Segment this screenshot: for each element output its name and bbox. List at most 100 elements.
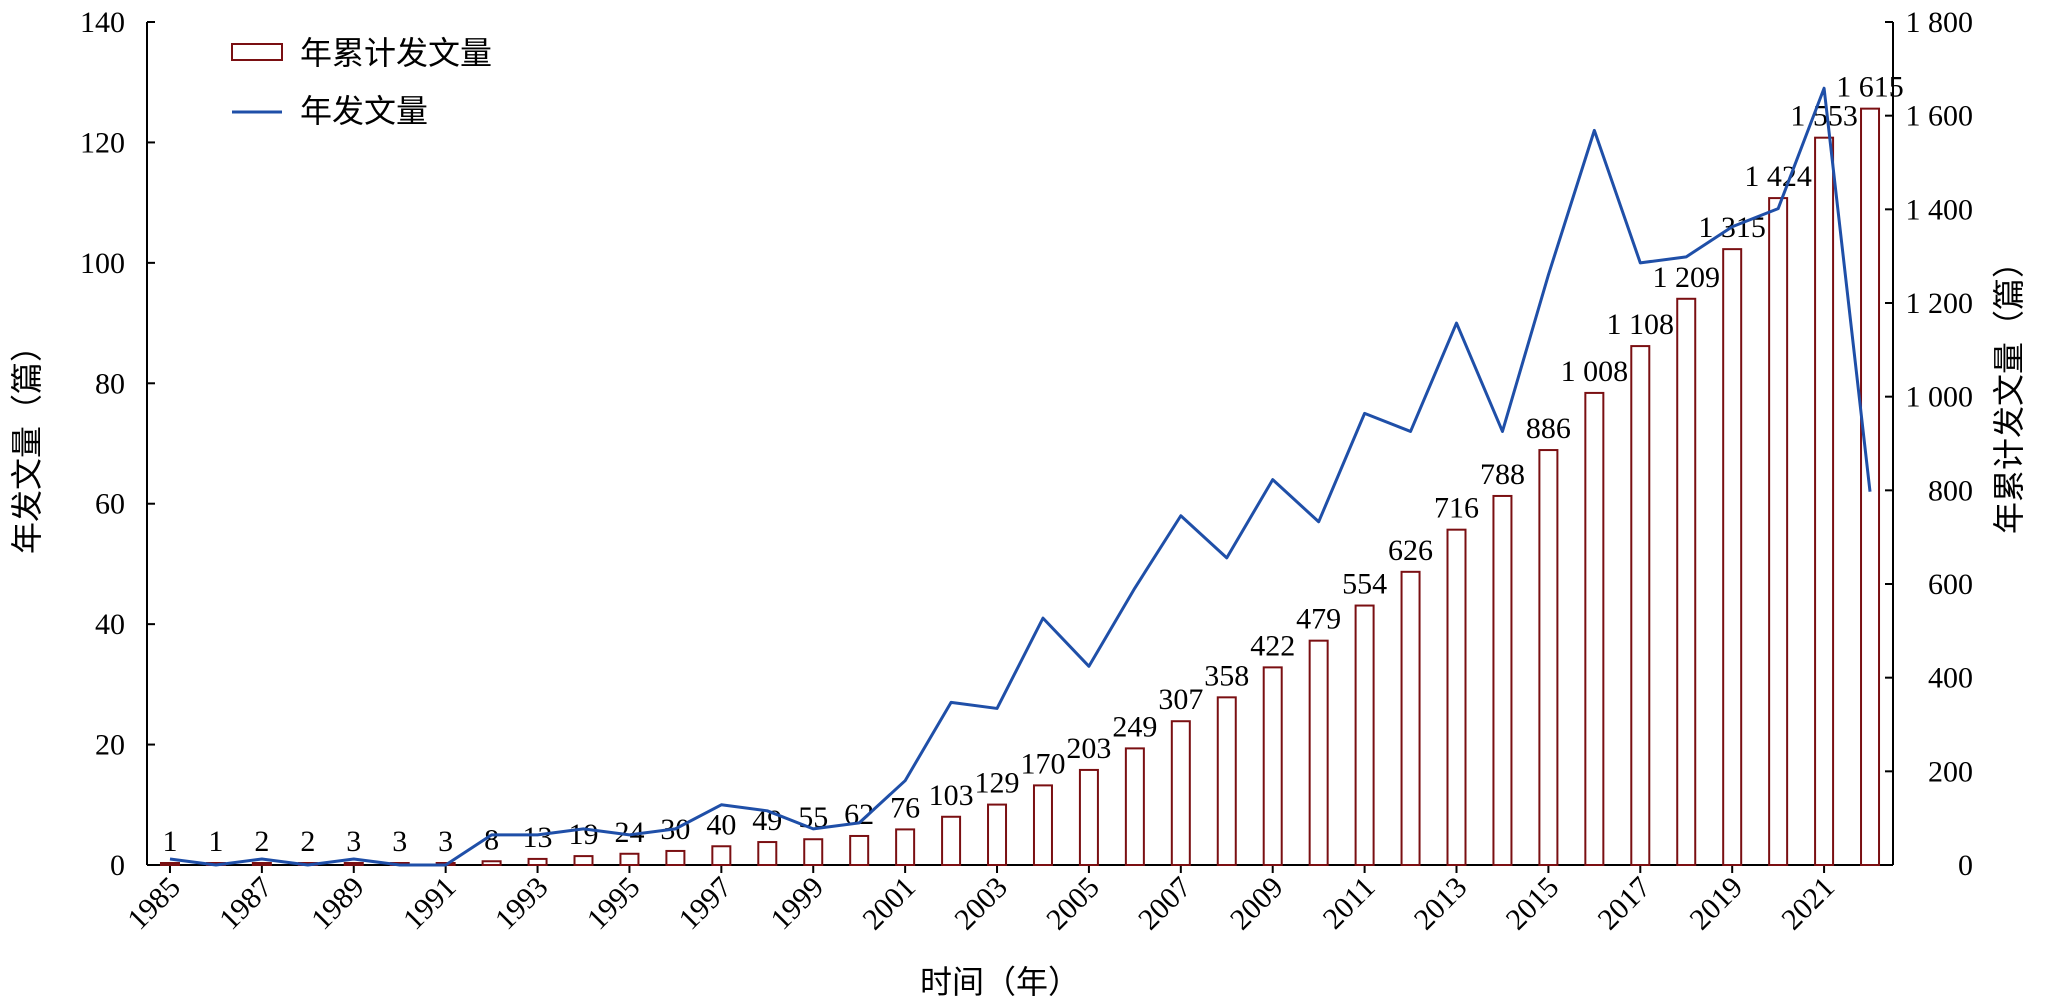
y-left-tick-label: 100	[80, 247, 125, 280]
y-right-tick-label: 600	[1928, 568, 1973, 601]
bar-2008	[1216, 696, 1237, 866]
bar-label-1989: 3	[346, 825, 361, 858]
bar-label-1997: 40	[706, 808, 736, 841]
bar-1987	[251, 862, 272, 866]
y-left-tick-label: 120	[80, 126, 125, 159]
x-tick-label: 1991	[397, 871, 463, 937]
x-tick-label: 1999	[764, 871, 830, 937]
bar-label-2006: 249	[1112, 710, 1157, 743]
y-left-tick-label: 20	[95, 729, 125, 762]
bar-label-2018: 1 209	[1652, 261, 1720, 294]
bar-label-1990: 3	[392, 825, 407, 858]
bar-2020	[1768, 197, 1789, 867]
legend-line-label: 年发文量	[300, 93, 428, 129]
bar-2016	[1584, 391, 1605, 866]
bar-1999	[803, 838, 824, 866]
x-tick-label: 2001	[856, 871, 922, 937]
bar-1996	[665, 849, 686, 867]
x-tick-label: 2007	[1132, 871, 1198, 937]
bar-label-1994: 19	[569, 818, 599, 851]
bar-label-1992: 8	[484, 823, 499, 856]
bar-2001	[895, 828, 916, 867]
y-right-tick-label: 1 000	[1906, 381, 1974, 414]
legend-bar-swatch	[231, 43, 283, 61]
bar-2019	[1722, 248, 1743, 866]
bar-1992	[481, 860, 502, 867]
bar-label-1991: 3	[438, 825, 453, 858]
bar-label-2021: 1 553	[1790, 100, 1858, 133]
bar-label-1985: 1	[162, 825, 177, 858]
x-tick-label: 2011	[1317, 871, 1382, 936]
bar-label-1987: 2	[254, 825, 269, 858]
bar-2015	[1538, 449, 1559, 866]
bar-2010	[1308, 639, 1329, 866]
bar-2021	[1814, 136, 1835, 866]
bar-2002	[941, 815, 962, 866]
x-tick-label: 1985	[121, 871, 187, 937]
bar-2014	[1492, 494, 1513, 866]
bar-1985	[159, 862, 180, 866]
bar-label-2009: 422	[1250, 629, 1295, 662]
x-axis-title: 时间（年）	[920, 964, 1080, 1000]
bar-label-2004: 170	[1020, 747, 1065, 780]
y-right-tick-label: 1 200	[1906, 287, 1974, 320]
bar-2007	[1170, 720, 1191, 867]
y-left-tick-label: 80	[95, 367, 125, 400]
bar-label-2017: 1 108	[1607, 308, 1675, 341]
bar-2004	[1032, 784, 1053, 867]
x-tick-label: 2019	[1683, 871, 1749, 937]
bar-2000	[849, 834, 870, 866]
bar-label-2005: 203	[1066, 732, 1111, 765]
bar-label-2014: 788	[1480, 458, 1525, 491]
bar-2018	[1676, 297, 1697, 867]
x-tick-label: 2003	[948, 871, 1014, 937]
bar-2003	[987, 803, 1008, 867]
annual-publications-line	[169, 86, 1872, 867]
x-tick-label: 1997	[673, 871, 739, 937]
y-left-tick-label: 60	[95, 488, 125, 521]
bar-2013	[1446, 528, 1467, 866]
bar-label-2002: 103	[929, 779, 974, 812]
bar-label-2013: 716	[1434, 492, 1479, 525]
bar-label-1993: 13	[523, 821, 553, 854]
bar-label-2011: 554	[1342, 568, 1387, 601]
y-right-tick-label: 200	[1928, 755, 1973, 788]
y-right-axis-title: 年累计发文量（篇）	[1991, 246, 2027, 534]
bar-label-2016: 1 008	[1561, 355, 1629, 388]
bar-2017	[1630, 345, 1651, 866]
bar-1995	[619, 852, 640, 867]
bar-2011	[1354, 604, 1375, 866]
x-tick-label: 1993	[489, 871, 555, 937]
bar-2009	[1262, 666, 1283, 867]
bar-label-2003: 129	[975, 767, 1020, 800]
y-right-tick-label: 1 600	[1906, 100, 1974, 133]
x-tick-label: 1989	[305, 871, 371, 937]
y-right-tick-label: 800	[1928, 474, 1973, 507]
y-left-tick-label: 0	[110, 849, 125, 882]
y-left-tick-label: 140	[80, 6, 125, 39]
bar-1994	[573, 855, 594, 867]
bar-2005	[1078, 768, 1099, 867]
bar-label-2015: 886	[1526, 412, 1571, 445]
legend-bar-label: 年累计发文量	[300, 35, 492, 71]
y-right-tick-label: 1 400	[1906, 193, 1974, 226]
bar-2012	[1400, 570, 1421, 866]
bar-1997	[711, 845, 732, 866]
bar-label-1986: 1	[208, 825, 223, 858]
x-tick-label: 2021	[1775, 871, 1841, 937]
x-tick-label: 2015	[1500, 871, 1566, 937]
bar-1989	[343, 862, 364, 866]
x-tick-label: 2005	[1040, 871, 1106, 937]
y-right-tick-label: 0	[1958, 849, 1973, 882]
bar-2006	[1124, 747, 1145, 867]
bar-1993	[527, 857, 548, 867]
bar-label-2001: 76	[890, 791, 920, 824]
x-tick-label: 1995	[581, 871, 647, 937]
x-tick-label: 2009	[1224, 871, 1290, 937]
y-left-tick-label: 40	[95, 608, 125, 641]
y-right-tick-label: 400	[1928, 662, 1973, 695]
bar-1998	[757, 841, 778, 867]
bar-label-2008: 358	[1204, 659, 1249, 692]
x-tick-label: 1987	[213, 871, 279, 937]
